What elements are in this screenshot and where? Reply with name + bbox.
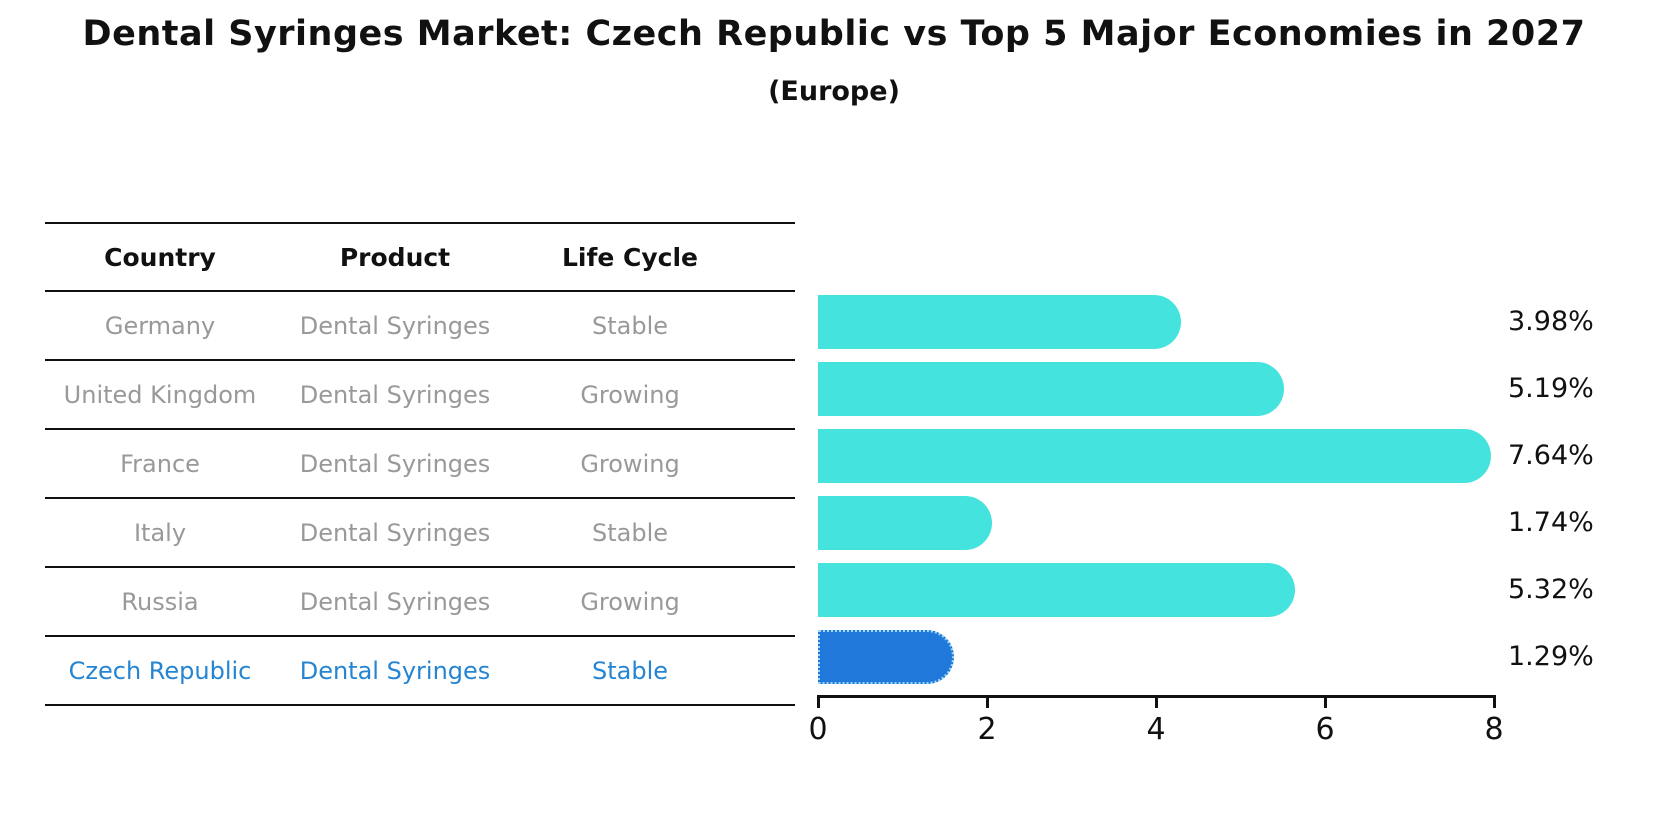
table-row: United Kingdom Dental Syringes Growing [45,359,795,428]
cell-life-cycle: Growing [580,587,680,616]
bar [818,361,1284,416]
column-header-life-cycle: Life Cycle [561,242,699,272]
x-tick [1324,695,1327,708]
column-header-product: Product [339,242,451,272]
cell-country: Czech Republic [68,656,252,685]
cell-country: Russia [121,587,199,616]
cell-country: United Kingdom [63,380,257,409]
bar [818,294,1182,349]
cell-product: Dental Syringes [299,449,491,478]
cell-life-cycle: Growing [580,380,680,409]
column-header-country: Country [104,242,216,272]
x-tick-label: 4 [1146,712,1166,747]
x-tick-label: 0 [808,712,828,747]
x-tick [1493,695,1496,708]
table-row: Italy Dental Syringes Stable [45,497,795,566]
table-row: Russia Dental Syringes Growing [45,566,795,635]
cell-life-cycle: Stable [591,518,669,547]
value-label: 5.32% [1508,574,1594,605]
cell-product: Dental Syringes [299,656,491,685]
cell-product: Dental Syringes [299,380,491,409]
bar [818,495,993,550]
cell-life-cycle: Growing [580,449,680,478]
value-label: 5.19% [1508,373,1594,404]
x-tick-label: 8 [1484,712,1504,747]
chart-subtitle: (Europe) [768,76,900,107]
x-tick [986,695,989,708]
bar [818,562,1295,617]
cell-life-cycle: Stable [591,311,669,340]
value-label: 1.29% [1508,641,1594,672]
cell-country: France [120,449,200,478]
cell-country: Italy [133,518,187,547]
cell-product: Dental Syringes [299,587,491,616]
x-tick [817,695,820,708]
bar-highlight [818,629,954,684]
table-row-highlight: Czech Republic Dental Syringes Stable [45,635,795,704]
bar-chart [818,222,1578,690]
comparison-table: Country Product Life Cycle Germany Denta… [45,222,795,706]
cell-product: Dental Syringes [299,311,491,340]
table-row: France Dental Syringes Growing [45,428,795,497]
value-label: 7.64% [1508,440,1594,471]
bar [818,428,1491,483]
cell-life-cycle: Stable [591,656,669,685]
x-tick-label: 2 [977,712,997,747]
value-label: 3.98% [1508,306,1594,337]
table-row: Germany Dental Syringes Stable [45,290,795,359]
x-tick [1155,695,1158,708]
cell-product: Dental Syringes [299,518,491,547]
bar-value-labels: 3.98% 5.19% 7.64% 1.74% 5.32% 1.29% [1508,222,1618,690]
x-tick-label: 6 [1315,712,1335,747]
chart-title: Dental Syringes Market: Czech Republic v… [82,14,1586,54]
table-header-row: Country Product Life Cycle [45,222,795,290]
value-label: 1.74% [1508,507,1594,538]
cell-country: Germany [104,311,216,340]
